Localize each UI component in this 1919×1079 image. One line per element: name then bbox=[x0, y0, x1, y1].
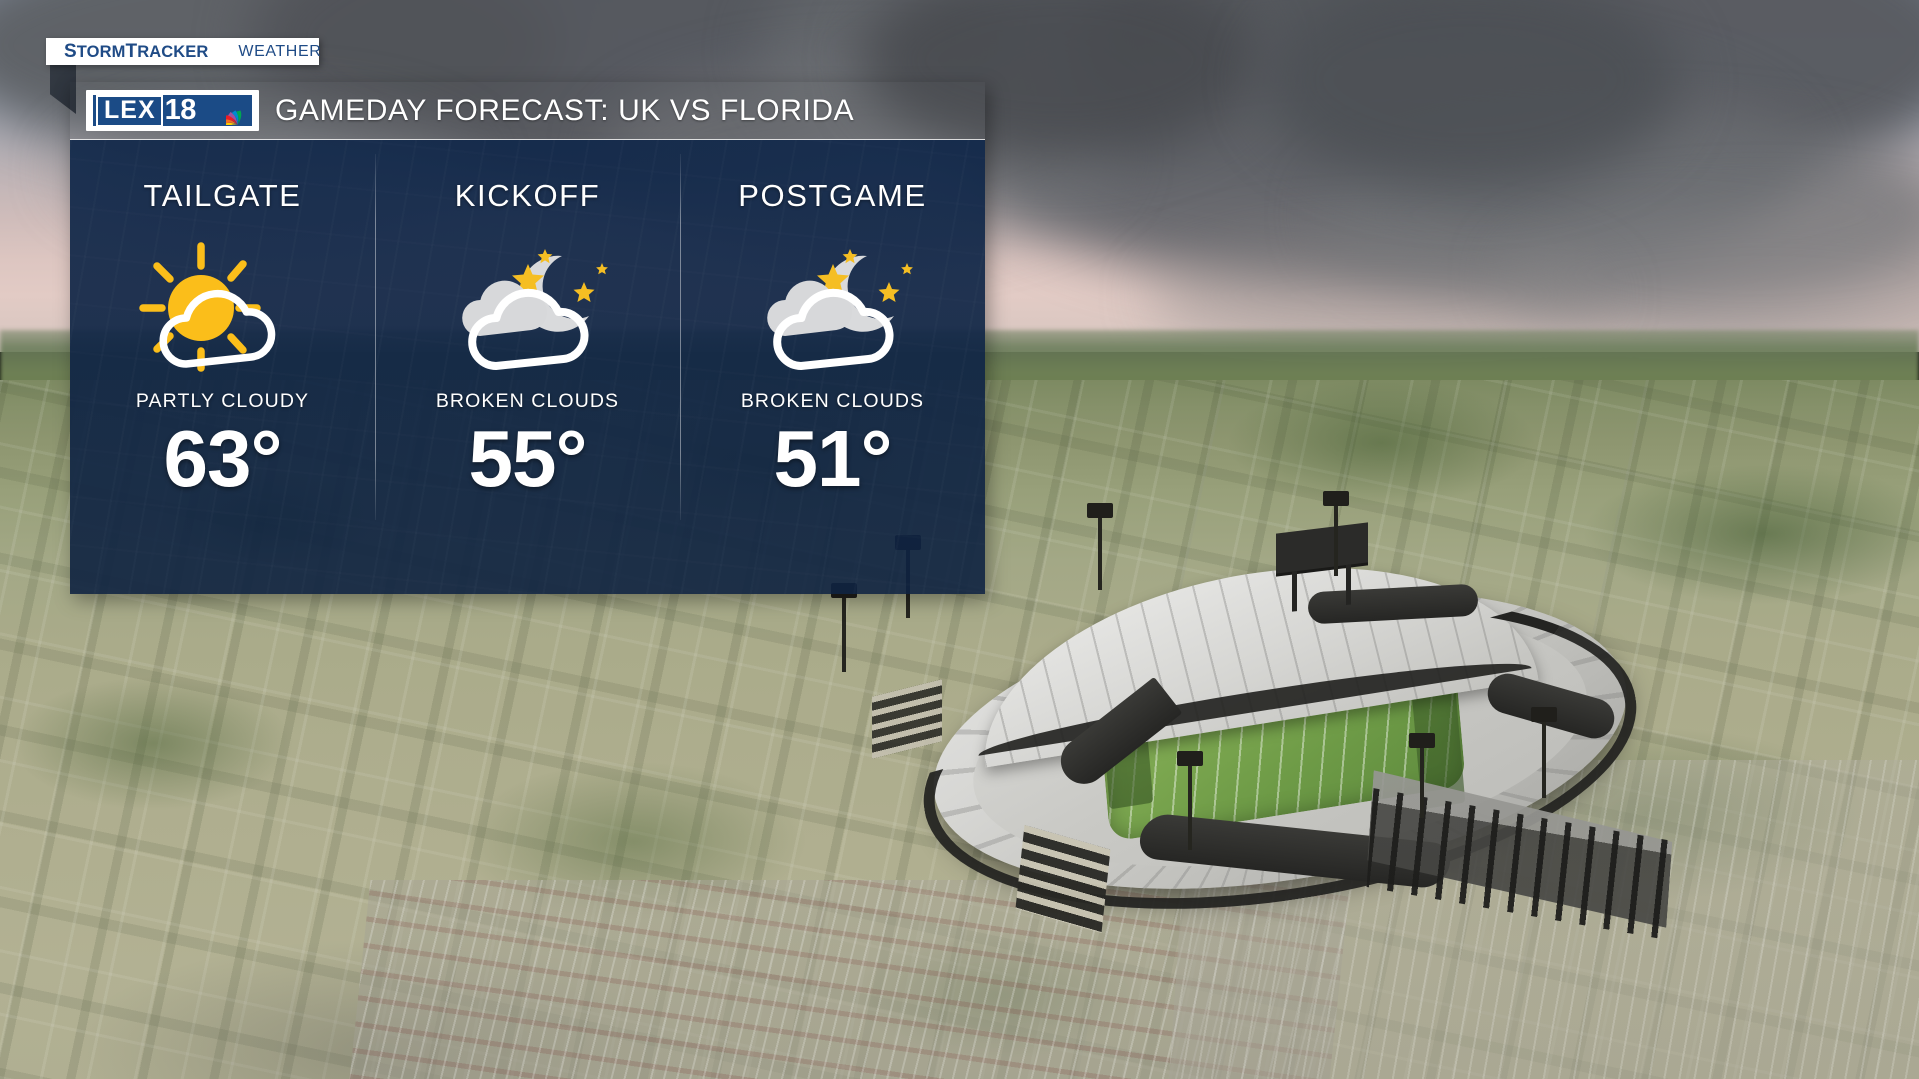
panel-body: TAILGATE PARTL bbox=[70, 140, 985, 594]
forecast-temperature: 63° bbox=[163, 414, 283, 503]
forecast-column-tailgate: TAILGATE PARTL bbox=[70, 140, 375, 594]
forecast-column-label: TAILGATE bbox=[143, 178, 302, 213]
forecast-column-kickoff: KICKOFF BROKEN CLOUDS 55° bbox=[375, 140, 680, 594]
storm-cloud bbox=[1500, 200, 1919, 350]
forecast-column-label: POSTGAME bbox=[738, 178, 927, 213]
lex18-logo-channel-number: 18 bbox=[164, 94, 197, 126]
light-pole bbox=[831, 583, 857, 672]
nbc-peacock-icon bbox=[226, 110, 242, 125]
forecast-column-postgame: POSTGAME BROKEN CLOUDS 51° bbox=[680, 140, 985, 594]
light-pole bbox=[1409, 733, 1435, 818]
stormtracker-brand: STORMTRACKER bbox=[64, 40, 209, 62]
forecast-condition: BROKEN CLOUDS bbox=[435, 390, 620, 412]
forecast-condition: PARTLY CLOUDY bbox=[135, 390, 310, 412]
lex18-logo: LEX 18 bbox=[86, 90, 259, 131]
forecast-temperature: 51° bbox=[773, 414, 893, 503]
sun-behind-cloud-icon bbox=[138, 236, 307, 376]
forecast-condition: BROKEN CLOUDS bbox=[740, 390, 925, 412]
stormtracker-section-label: WEATHER bbox=[238, 42, 322, 60]
light-pole bbox=[1177, 751, 1203, 850]
storm-cloud bbox=[860, 0, 1260, 160]
panel-title: GAMEDAY FORECAST: UK VS FLORIDA bbox=[275, 93, 855, 127]
panel-header: LEX 18 GAMEDAY FORECAST: UK VS FLORIDA bbox=[70, 82, 985, 140]
light-pole bbox=[1531, 707, 1557, 798]
forecast-temperature: 55° bbox=[468, 414, 588, 503]
storm-cloud bbox=[1260, 0, 1680, 190]
stormtracker-tab: STORMTRACKER WEATHER bbox=[46, 38, 322, 65]
moon-stars-behind-cloud-icon bbox=[444, 236, 612, 376]
forecast-column-label: KICKOFF bbox=[454, 178, 601, 213]
light-pole bbox=[1087, 503, 1113, 590]
gameday-forecast-panel: LEX 18 GAMEDAY FORECAST: UK VS FLORIDA bbox=[70, 82, 985, 594]
stadium-3d-model bbox=[831, 491, 1710, 930]
lex18-logo-lex-text: LEX bbox=[96, 94, 163, 127]
light-pole bbox=[1323, 491, 1349, 576]
moon-stars-behind-cloud-icon bbox=[749, 236, 917, 376]
